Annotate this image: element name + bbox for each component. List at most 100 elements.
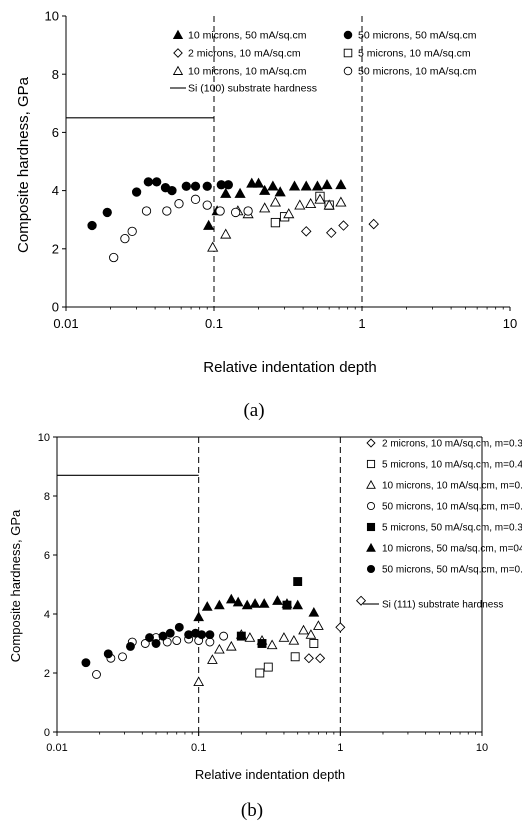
data-point	[234, 187, 246, 198]
data-point	[131, 187, 142, 197]
data-point	[323, 199, 335, 210]
legend-marker	[173, 48, 183, 58]
data-point	[236, 631, 246, 641]
data-point	[181, 181, 191, 191]
data-points-a	[87, 177, 379, 263]
legend-label: 10 microns, 10 mA/sq.cm, m=0.44	[382, 481, 522, 492]
data-point	[167, 185, 177, 196]
x-axis-label-b: Relative indentation depth	[195, 767, 345, 782]
x-tick-label: 0.01	[53, 316, 78, 331]
x-axis-label-a: Relative indentation depth	[203, 359, 376, 376]
y-axis-label-a: Composite hardness, GPa	[15, 76, 32, 253]
data-point	[103, 649, 113, 659]
data-point	[230, 207, 241, 218]
data-point	[298, 624, 309, 635]
y-tick-label: 2	[52, 241, 59, 256]
data-point	[308, 606, 320, 617]
legend-marker	[366, 459, 376, 469]
data-point	[220, 187, 232, 198]
chart-panel-b: 0 2 4 6 8 10 0.01 0.1 1 10 2 microns, 10 mA/sq.cm…	[8, 432, 522, 821]
data-point	[294, 199, 306, 210]
data-point	[207, 241, 219, 252]
legend-b: 2 microns, 10 mA/sq.cm, m=0.36 5 microns,…	[363, 438, 522, 611]
x-tick-label: 0.1	[205, 316, 223, 331]
tick-labels-b: 0 2 4 6 8 10 0.01 0.1 1 10	[38, 432, 488, 754]
data-point	[293, 577, 303, 586]
data-point	[215, 206, 225, 216]
data-point	[313, 620, 324, 630]
data-point	[190, 194, 201, 204]
legend-marker	[343, 66, 353, 76]
legend-label: 5 microns, 10 mA/sq.cm	[358, 48, 471, 60]
data-point	[193, 611, 205, 622]
data-point	[201, 601, 213, 611]
legend-label: 50 microns, 10 mA/sq.cm, m=0.45	[382, 502, 522, 513]
data-point	[214, 643, 225, 654]
data-point	[197, 630, 207, 640]
data-point	[249, 598, 261, 608]
y-tick-label: 0	[44, 727, 50, 739]
tick-labels-a: 0 2 4 6 8 10 0.01 0.1 1 10	[45, 9, 518, 331]
x-tick-label: 1	[358, 316, 365, 331]
data-point	[205, 630, 215, 640]
data-point	[315, 653, 326, 664]
data-point	[278, 632, 290, 642]
legend-marker	[366, 542, 376, 552]
data-point	[288, 635, 300, 645]
data-point	[162, 637, 172, 647]
x-tick-label: 1	[337, 742, 343, 754]
data-point	[335, 622, 346, 633]
chart-panel-a: 0 2 4 6 8 10 0.01 0.1 1 10 10 microns, 50 mA/sq.c…	[15, 9, 517, 421]
data-point	[270, 217, 281, 228]
data-point	[202, 200, 212, 210]
legend-label: Si (100) substrate hardness	[188, 83, 317, 95]
data-point	[140, 639, 150, 648]
legend-marker	[366, 564, 376, 574]
legend-marker	[366, 501, 376, 511]
x-tick-label: 10	[476, 742, 488, 754]
data-point	[288, 180, 301, 191]
data-point	[241, 599, 253, 610]
y-axis-label-b: Composite hardness, GPa	[8, 509, 23, 662]
data-point	[338, 220, 349, 231]
data-point	[141, 206, 152, 216]
axes-b	[56, 437, 483, 733]
data-point	[220, 228, 232, 239]
y-tick-label: 8	[44, 491, 50, 503]
legend-label: 10 microns, 50 mA/sq.cm	[188, 30, 307, 42]
data-point	[243, 206, 253, 216]
data-point	[219, 631, 229, 641]
data-point	[203, 219, 215, 230]
y-tick-label: 4	[44, 609, 50, 621]
data-point	[300, 226, 312, 237]
data-point	[174, 622, 184, 632]
data-point	[292, 599, 304, 610]
data-point	[174, 199, 184, 209]
data-point	[355, 595, 367, 606]
data-point	[259, 184, 271, 195]
data-point	[151, 639, 161, 648]
data-point	[300, 180, 312, 191]
data-point	[143, 177, 153, 187]
legend-marker	[366, 522, 376, 532]
data-point	[305, 629, 317, 639]
data-point	[127, 226, 137, 236]
data-point	[205, 637, 215, 647]
data-point	[263, 662, 273, 672]
legend-label: 10 microns, 50 ma/sq.cm, m=048	[382, 544, 522, 555]
data-point	[269, 196, 282, 207]
x-tick-label: 0.1	[191, 742, 206, 754]
data-point	[267, 180, 279, 191]
legend-marker	[343, 30, 353, 40]
data-point	[202, 181, 212, 191]
data-point	[305, 197, 317, 209]
data-point	[232, 596, 244, 607]
data-point	[126, 642, 135, 651]
legend-label: Si (111) substrate hardness	[382, 600, 503, 611]
data-point	[274, 186, 286, 197]
data-point	[92, 670, 101, 679]
data-point	[311, 180, 324, 191]
data-point	[257, 639, 267, 648]
legend-marker	[366, 438, 376, 448]
